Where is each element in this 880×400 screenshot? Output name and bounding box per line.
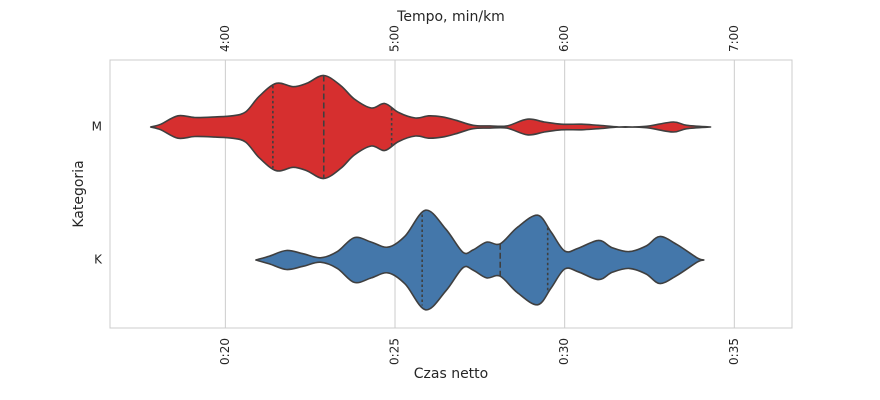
x-axis-title: Czas netto (414, 366, 488, 382)
top-tick-label: 5:00 (388, 25, 402, 52)
violin-K (255, 209, 705, 311)
plot-frame (109, 59, 793, 329)
y-tick-label: M (92, 120, 102, 134)
y-tick-label: K (94, 253, 103, 267)
x-tick-label: 0:25 (388, 338, 402, 365)
tick-labels: 0:20 0:25 0:30 0:35 4:00 5:00 6:00 7:00 M K (92, 25, 741, 365)
violin-body (149, 74, 712, 180)
top-axis-title: Tempo, min/km (396, 9, 505, 25)
top-tick-label: 7:00 (727, 25, 741, 52)
violins (149, 74, 712, 311)
x-tick-label: 0:35 (727, 338, 741, 365)
x-tick-label: 0:20 (218, 338, 232, 365)
violin-body (255, 209, 705, 311)
grid-lines (224, 60, 735, 328)
x-tick-label: 0:30 (557, 338, 571, 365)
y-axis-title: Kategoria (71, 160, 87, 227)
violin-M (149, 74, 712, 180)
top-tick-label: 4:00 (218, 25, 232, 52)
top-tick-label: 6:00 (557, 25, 571, 52)
